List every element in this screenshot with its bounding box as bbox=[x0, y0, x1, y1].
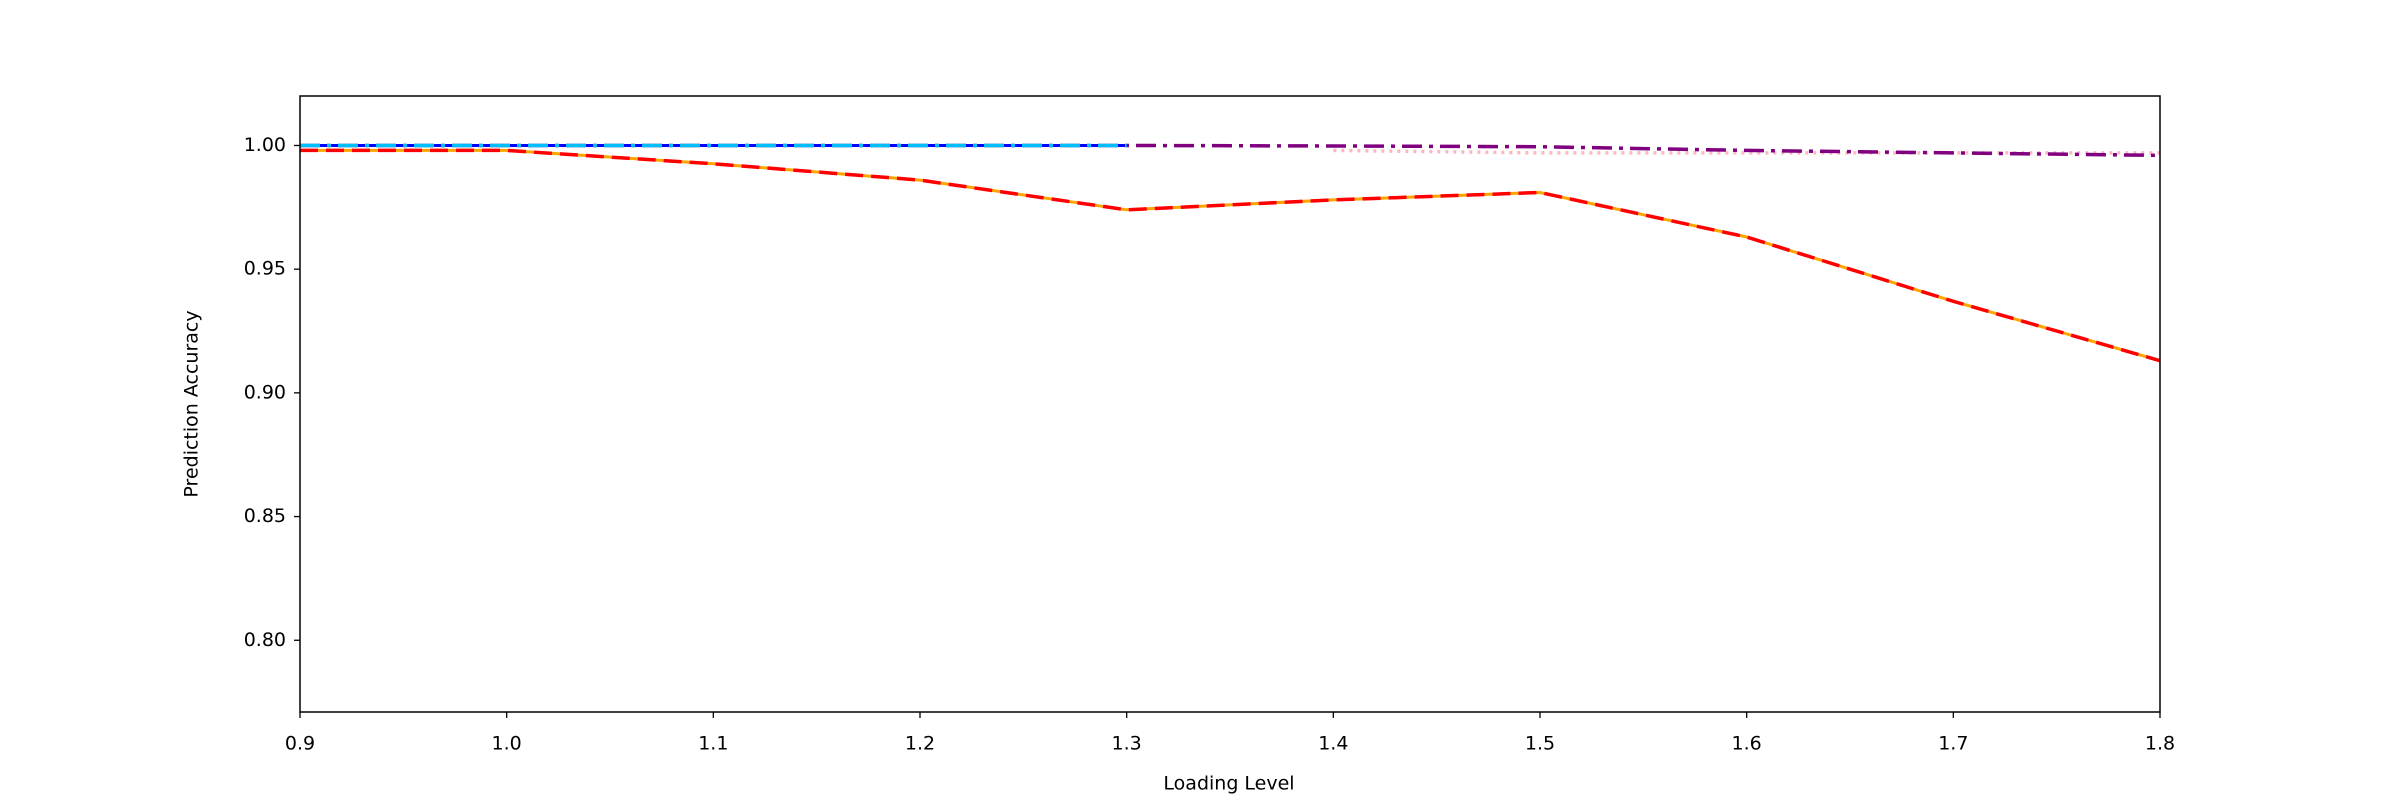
y-axis-label: Prediction Accuracy bbox=[181, 310, 203, 497]
x-tick-label: 0.9 bbox=[285, 733, 315, 755]
x-tick-label: 1.6 bbox=[1732, 733, 1762, 755]
x-axis-label: Loading Level bbox=[1163, 773, 1294, 795]
x-tick-label: 1.7 bbox=[1938, 733, 1968, 755]
y-tick-label: 0.80 bbox=[244, 629, 286, 651]
y-tick-label: 1.00 bbox=[244, 134, 286, 156]
x-tick-label: 1.2 bbox=[905, 733, 935, 755]
x-tick-label: 1.8 bbox=[2145, 733, 2175, 755]
y-tick-label: 0.90 bbox=[244, 381, 286, 403]
x-tick-label: 1.3 bbox=[1112, 733, 1142, 755]
x-tick-label: 1.4 bbox=[1318, 733, 1348, 755]
y-tick-label: 0.85 bbox=[244, 505, 286, 527]
plot-frame bbox=[299, 95, 2161, 713]
y-tick-label: 0.95 bbox=[244, 258, 286, 280]
x-tick-label: 1.5 bbox=[1525, 733, 1555, 755]
series-line bbox=[300, 148, 2161, 363]
x-tick-label: 1.1 bbox=[698, 733, 728, 755]
series-line bbox=[300, 148, 2161, 363]
x-tick-label: 1.0 bbox=[492, 733, 522, 755]
